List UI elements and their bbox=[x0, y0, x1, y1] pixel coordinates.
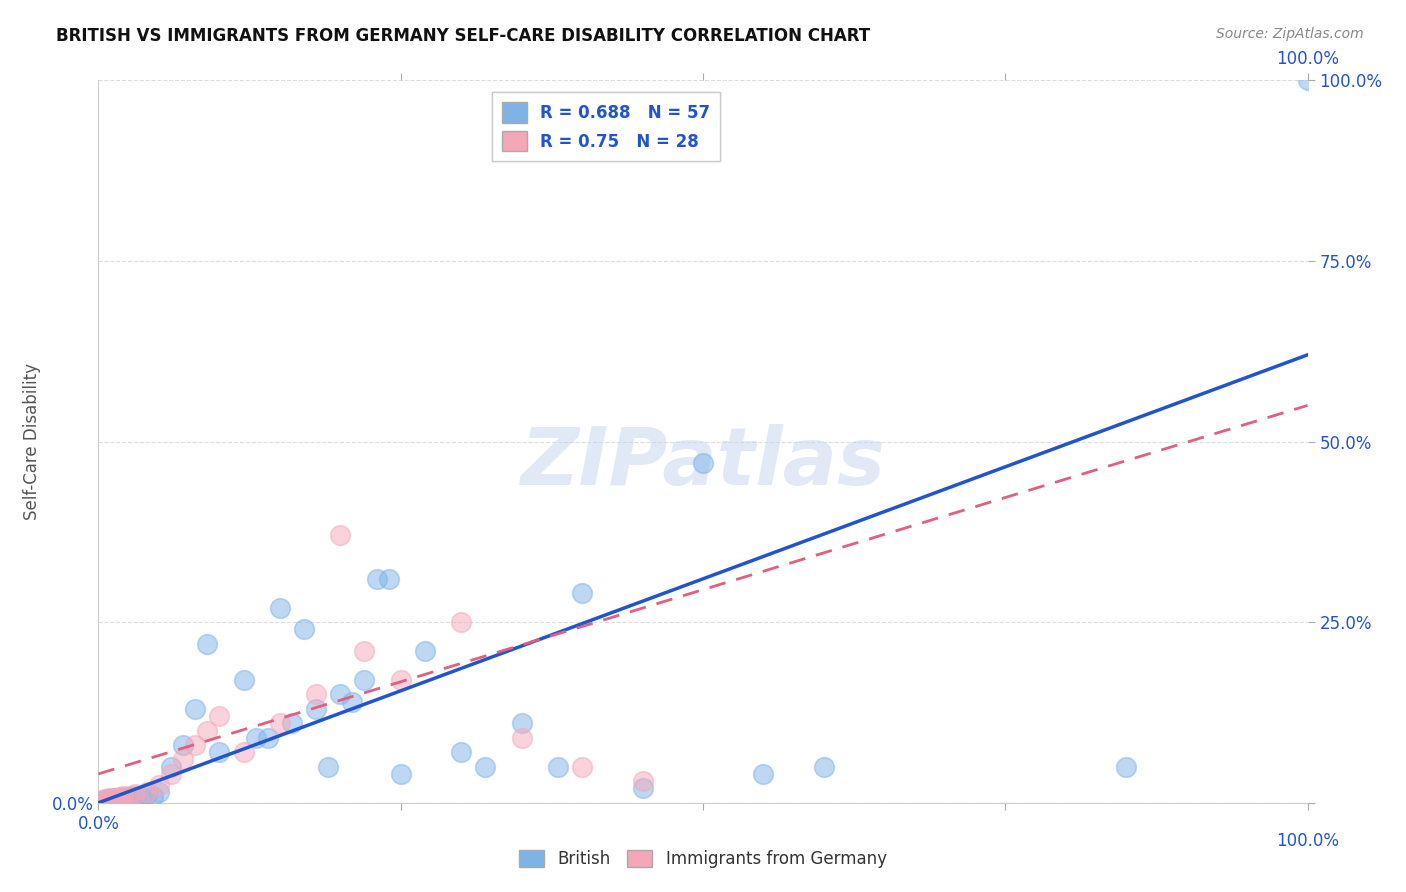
Point bbox=[100, 792, 122, 806]
Point bbox=[118, 789, 141, 804]
Point bbox=[108, 792, 131, 806]
Point bbox=[98, 793, 121, 807]
Point bbox=[571, 760, 593, 774]
Point bbox=[269, 716, 291, 731]
Point bbox=[195, 637, 218, 651]
Text: Source: ZipAtlas.com: Source: ZipAtlas.com bbox=[1216, 27, 1364, 41]
Point bbox=[91, 794, 114, 808]
Text: BRITISH VS IMMIGRANTS FROM GERMANY SELF-CARE DISABILITY CORRELATION CHART: BRITISH VS IMMIGRANTS FROM GERMANY SELF-… bbox=[56, 27, 870, 45]
Point bbox=[631, 774, 654, 789]
Point bbox=[135, 785, 157, 799]
Point bbox=[1115, 760, 1137, 774]
Point bbox=[232, 673, 254, 687]
Point bbox=[195, 723, 218, 738]
Legend: British, Immigrants from Germany: British, Immigrants from Germany bbox=[513, 843, 893, 875]
Point bbox=[510, 731, 533, 745]
Point bbox=[1296, 73, 1319, 87]
Point bbox=[103, 791, 125, 805]
Point bbox=[108, 790, 131, 805]
Point bbox=[101, 793, 124, 807]
Point bbox=[377, 572, 399, 586]
Point bbox=[98, 791, 121, 805]
Point bbox=[96, 794, 118, 808]
Point bbox=[571, 586, 593, 600]
Point bbox=[114, 791, 136, 805]
Point bbox=[111, 789, 134, 803]
Point bbox=[135, 787, 157, 801]
Point bbox=[172, 738, 194, 752]
Point bbox=[329, 687, 352, 701]
Legend: R = 0.688   N = 57, R = 0.75   N = 28: R = 0.688 N = 57, R = 0.75 N = 28 bbox=[492, 92, 720, 161]
Point bbox=[256, 731, 278, 745]
Point bbox=[93, 794, 115, 808]
Point bbox=[450, 745, 472, 759]
Point bbox=[342, 695, 364, 709]
Point bbox=[105, 793, 128, 807]
Point bbox=[353, 673, 375, 687]
Point bbox=[172, 752, 194, 766]
Point bbox=[389, 767, 412, 781]
Point bbox=[100, 794, 122, 808]
Point bbox=[118, 790, 141, 805]
Point bbox=[91, 794, 114, 808]
Point bbox=[316, 760, 339, 774]
Point bbox=[112, 790, 135, 805]
Point bbox=[389, 673, 412, 687]
Point bbox=[281, 716, 304, 731]
Point bbox=[103, 790, 125, 805]
Point bbox=[124, 787, 146, 801]
Point bbox=[292, 623, 315, 637]
Point bbox=[510, 716, 533, 731]
Point bbox=[353, 644, 375, 658]
Point bbox=[329, 528, 352, 542]
Point bbox=[208, 745, 231, 759]
Text: 100.0%: 100.0% bbox=[1277, 831, 1339, 850]
Point bbox=[94, 793, 117, 807]
Point bbox=[366, 572, 388, 586]
Point bbox=[184, 702, 207, 716]
Point bbox=[110, 791, 132, 805]
Point bbox=[245, 731, 267, 745]
Point bbox=[631, 781, 654, 796]
Point bbox=[450, 615, 472, 630]
Point bbox=[184, 738, 207, 752]
Point bbox=[96, 793, 118, 807]
Point bbox=[142, 789, 165, 803]
Point bbox=[104, 792, 127, 806]
Text: ZIPatlas: ZIPatlas bbox=[520, 425, 886, 502]
Y-axis label: Self-Care Disability: Self-Care Disability bbox=[22, 363, 41, 520]
Point bbox=[97, 792, 120, 806]
Point bbox=[813, 760, 835, 774]
Point bbox=[547, 760, 569, 774]
Point bbox=[752, 767, 775, 781]
Point bbox=[269, 600, 291, 615]
Point bbox=[208, 709, 231, 723]
Point bbox=[107, 791, 129, 805]
Point bbox=[121, 790, 143, 805]
Point bbox=[232, 745, 254, 759]
Point bbox=[93, 792, 115, 806]
Point bbox=[692, 456, 714, 470]
Point bbox=[148, 785, 170, 799]
Point bbox=[305, 687, 328, 701]
Point bbox=[100, 792, 122, 806]
Point bbox=[305, 702, 328, 716]
Point bbox=[129, 790, 152, 805]
Point bbox=[111, 792, 134, 806]
Point bbox=[124, 789, 146, 803]
Point bbox=[474, 760, 496, 774]
Point bbox=[105, 791, 128, 805]
Point bbox=[108, 790, 131, 805]
Point bbox=[160, 760, 183, 774]
Point bbox=[413, 644, 436, 658]
Point bbox=[148, 778, 170, 792]
Point bbox=[160, 767, 183, 781]
